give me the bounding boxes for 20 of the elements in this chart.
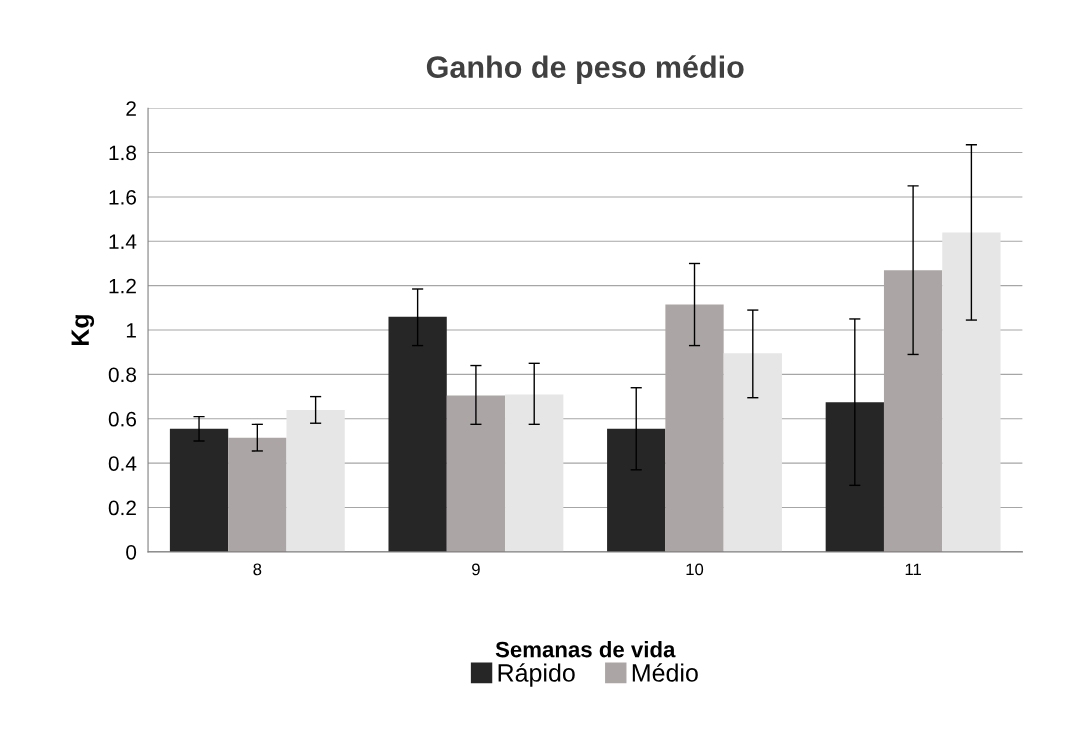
y-tick-label: 1.8 [109, 145, 137, 161]
y-tick-label: 1.6 [109, 189, 137, 205]
x-tick-label: 9 [472, 563, 480, 576]
legend-label: Médio [632, 663, 698, 682]
chart-title: Ganho de peso médio [426, 55, 744, 84]
x-tick-label: 8 [253, 563, 262, 576]
y-tick-label: 0 [126, 544, 137, 560]
y-tick-label: 0.2 [108, 500, 136, 516]
legend-label: Rápido [498, 663, 575, 687]
y-tick-label: 1.2 [109, 278, 136, 294]
y-axis-title: Kg [71, 315, 95, 346]
y-tick-label: 0.4 [108, 456, 137, 471]
x-tick-label: 10 [686, 563, 704, 576]
y-tick-label: 1 [126, 323, 136, 338]
y-tick-label: 0.6 [108, 411, 137, 427]
x-tick-label: 11 [905, 563, 921, 576]
x-axis-title: Semanas de vida [495, 641, 676, 658]
y-tick-label: 2 [126, 101, 136, 116]
y-tick-label: 0.8 [108, 367, 137, 383]
y-tick-label: 1.4 [109, 234, 137, 249]
